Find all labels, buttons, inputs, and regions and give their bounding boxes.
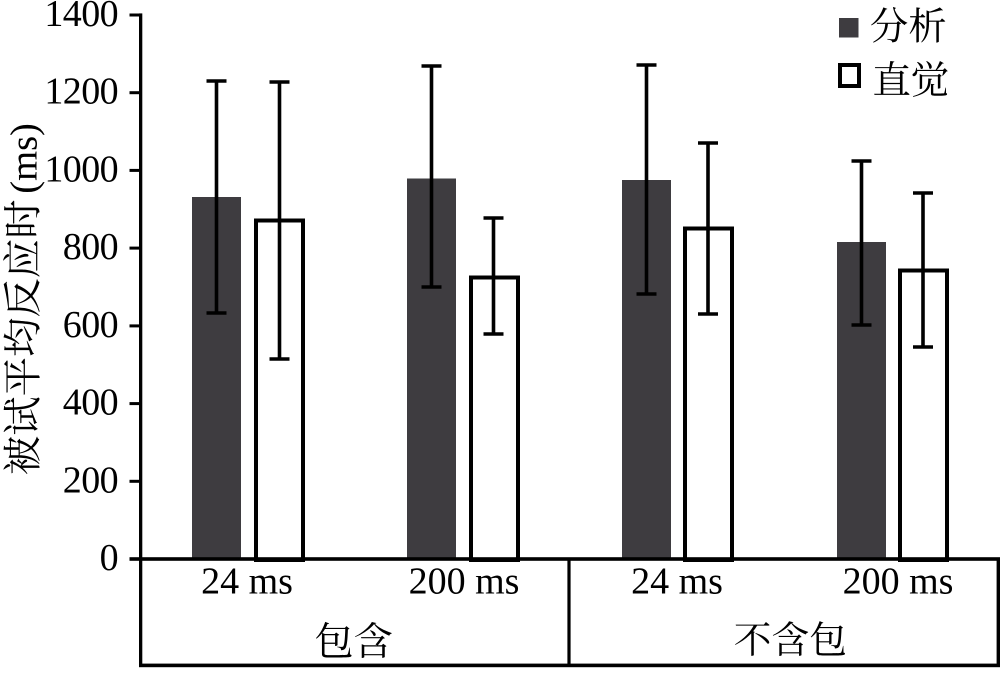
svg-text:200 ms: 200 ms	[409, 561, 520, 603]
svg-text:(ms): (ms)	[4, 123, 46, 194]
svg-text:1200: 1200	[44, 71, 118, 113]
svg-text:1400: 1400	[44, 0, 118, 35]
svg-text:400: 400	[63, 382, 118, 424]
svg-text:200 ms: 200 ms	[843, 561, 954, 603]
svg-text:0: 0	[100, 537, 118, 579]
svg-text:24 ms: 24 ms	[201, 561, 293, 603]
svg-text:1000: 1000	[44, 148, 118, 190]
svg-text:24 ms: 24 ms	[631, 561, 723, 603]
svg-text:200: 200	[63, 459, 118, 501]
svg-text:600: 600	[63, 304, 118, 346]
svg-text:800: 800	[63, 226, 118, 268]
